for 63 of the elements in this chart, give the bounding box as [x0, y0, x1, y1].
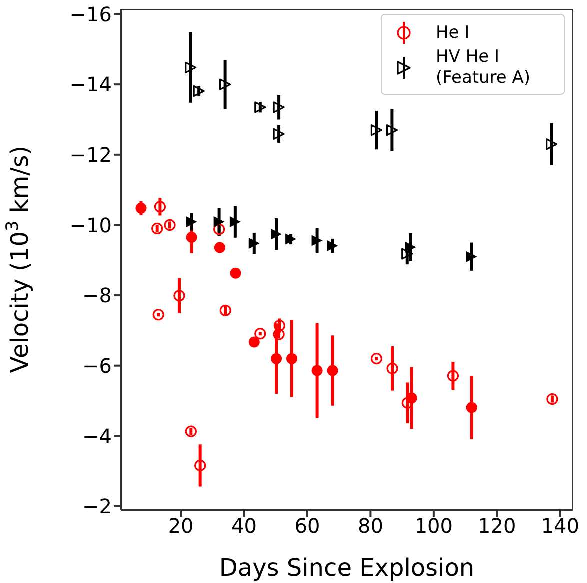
point: [370, 124, 383, 136]
point: [271, 353, 282, 364]
y-tick-label: −12: [70, 143, 112, 168]
point: [405, 242, 416, 253]
point: [273, 128, 285, 140]
point: [370, 353, 383, 365]
point: [193, 85, 205, 98]
point: [248, 238, 260, 250]
y-tick-label: −2: [82, 494, 112, 519]
point: [312, 235, 323, 246]
point: [154, 201, 166, 213]
point: [248, 336, 260, 348]
point: [386, 362, 398, 374]
point: [466, 402, 478, 414]
point: [230, 268, 242, 279]
point: [152, 309, 164, 321]
x-axis-title: Days Since Explosion: [219, 554, 475, 582]
point: [466, 251, 478, 262]
point: [230, 216, 241, 228]
point: [214, 224, 226, 236]
point: [214, 242, 226, 254]
point: [406, 392, 418, 404]
point: [185, 62, 197, 74]
point: [327, 240, 338, 252]
legend-label: He I: [436, 22, 470, 44]
y-tick-label: −16: [70, 2, 112, 26]
point: [402, 248, 414, 260]
point: [546, 138, 558, 150]
x-tick-label: 100: [414, 514, 454, 538]
point: [327, 365, 338, 376]
point: [386, 124, 398, 136]
point: [254, 328, 266, 340]
x-tick-label: 80: [358, 514, 384, 538]
x-tick-label: 120: [478, 514, 516, 538]
y-tick-label: −14: [70, 72, 112, 97]
point: [220, 304, 232, 316]
point: [286, 353, 298, 364]
x-tick-label: 40: [232, 514, 257, 538]
point: [546, 393, 558, 406]
point: [273, 102, 285, 114]
point: [447, 370, 460, 382]
y-tick-label: −6: [82, 354, 112, 378]
point: [164, 219, 176, 232]
point: [271, 228, 282, 240]
point: [312, 365, 323, 376]
point: [136, 202, 147, 214]
point: [214, 216, 225, 228]
point: [220, 78, 232, 90]
point: [194, 460, 206, 472]
point: [174, 290, 186, 302]
point: [254, 102, 266, 114]
point: [186, 232, 198, 244]
x-tick-label: 140: [541, 514, 580, 538]
point: [186, 216, 198, 228]
point: [185, 426, 197, 438]
legend-label: HV He I (Feature A): [436, 47, 532, 89]
x-tick-label: 60: [294, 514, 320, 538]
y-tick-label: −4: [82, 424, 112, 448]
y-tick-label: −10: [70, 213, 112, 238]
x-tick-label: 20: [168, 514, 194, 538]
point: [286, 234, 297, 245]
y-tick-label: −8: [82, 284, 112, 308]
point: [152, 222, 164, 235]
